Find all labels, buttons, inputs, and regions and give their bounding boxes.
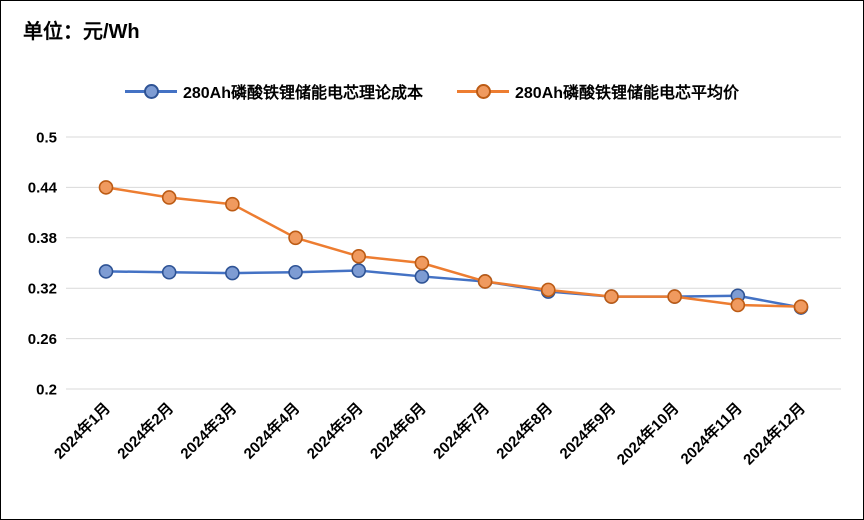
chart-legend: 280Ah磷酸铁锂储能电芯理论成本 280Ah磷酸铁锂储能电芯平均价 [1,79,863,103]
series-line [105,186,802,308]
legend-dot-orange [476,84,491,99]
data-point-marker [225,196,240,212]
x-tick-label: 2024年9月 [556,399,619,462]
series-line [105,269,802,309]
y-tick-label: 0.44 [28,180,58,197]
x-tick-label: 2024年10月 [613,399,682,468]
data-point-marker [667,289,682,304]
x-tick-label: 2024年12月 [739,399,808,468]
legend-label-theoretical-cost: 280Ah磷酸铁锂储能电芯理论成本 [182,85,423,102]
y-tick-label: 0.5 [36,129,57,146]
x-tick-label: 2024年4月 [240,399,303,462]
x-tick-label: 2024年8月 [493,399,556,462]
legend-marker-orange [457,83,509,99]
plot-area: 0.2 0.26 0.32 0.38 0.44 0.5 2024年1月 2024年2月 2024… [1,113,863,519]
data-point-marker [477,274,493,289]
x-tick-label: 2024年1月 [50,399,113,462]
y-tick-label: 0.32 [28,280,57,297]
legend-item-average-price[interactable]: 280Ah磷酸铁锂储能电芯平均价 [457,79,739,103]
x-tick-label: 2024年2月 [114,399,177,462]
x-tick-label: 2024年11月 [677,399,746,468]
data-point-marker [98,180,114,195]
data-point-marker [288,264,303,280]
data-point-marker [225,265,240,281]
data-point-marker [351,248,367,264]
data-point-marker [414,255,430,271]
x-tick-label: 2024年3月 [177,399,240,462]
x-tick-label: 2024年5月 [303,399,366,462]
data-point-marker [604,289,619,304]
y-tick-label: 0.2 [36,381,57,398]
data-point-marker [730,297,746,313]
data-point-marker [414,269,430,284]
data-point-marker [161,264,177,280]
data-point-marker [351,263,367,278]
x-tick-label: 2024年6月 [366,399,429,462]
legend-label-average-price: 280Ah磷酸铁锂储能电芯平均价 [515,85,740,102]
legend-dot-blue [143,84,159,99]
unit-label: 单位：元/Wh [23,21,140,43]
x-tick-label: 2024年7月 [429,399,492,462]
data-point-marker [793,299,809,314]
legend-marker-blue [124,83,177,99]
data-point-marker [540,282,556,298]
data-point-marker [98,264,114,279]
data-point-marker [161,190,177,205]
data-point-marker [288,230,303,246]
y-tick-label: 0.38 [28,230,57,247]
legend-item-theoretical-cost[interactable]: 280Ah磷酸铁锂储能电芯理论成本 [124,79,423,103]
y-tick-label: 0.26 [28,331,57,348]
